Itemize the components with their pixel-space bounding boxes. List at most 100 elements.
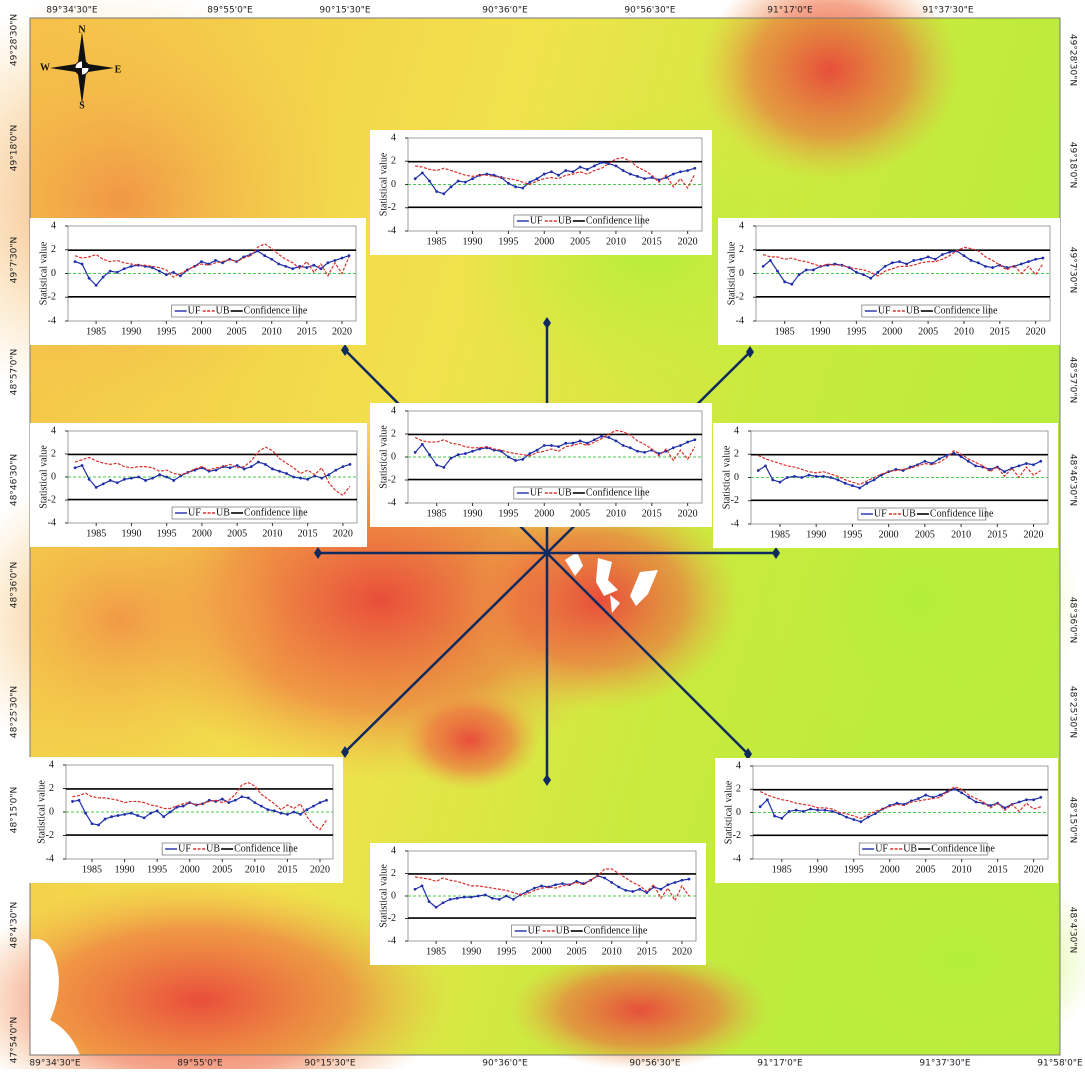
series-point [586, 442, 589, 445]
x-tick-label: 2015 [637, 946, 657, 957]
series-point [285, 472, 288, 475]
series-point [540, 884, 543, 887]
series-point [179, 274, 182, 277]
series-point [624, 889, 627, 892]
series-point [891, 261, 894, 264]
series-point [442, 192, 445, 195]
series-point [266, 808, 269, 811]
x-tick-label: 1995 [156, 326, 176, 337]
series-point [622, 169, 625, 172]
y-tick-label: -4 [46, 853, 54, 864]
series-point [136, 814, 139, 817]
series-point [824, 809, 827, 812]
series-point [963, 254, 966, 257]
series-point [273, 809, 276, 812]
series-point [927, 255, 930, 258]
x-tick-label: 2015 [297, 326, 317, 337]
series-point [470, 896, 473, 899]
series-point [533, 887, 536, 890]
series-point [414, 451, 417, 454]
series-point [169, 811, 172, 814]
x-tick-label: 2010 [606, 236, 626, 247]
legend-label: UB [902, 508, 916, 519]
series-point [759, 805, 762, 808]
series-point [284, 265, 287, 268]
series-point [109, 270, 112, 273]
series-point [898, 260, 901, 263]
chart-inset: -4-202419851990199520002005201020152020S… [370, 130, 712, 255]
series-point [1006, 266, 1009, 269]
series-point [200, 260, 203, 263]
series-point [991, 266, 994, 269]
x-tick-label: 2010 [606, 508, 626, 519]
y-tick-label: -4 [48, 315, 56, 326]
series-point [622, 444, 625, 447]
series-point [442, 901, 445, 904]
series-point [130, 477, 133, 480]
series-point [862, 273, 865, 276]
y-axis-label: Statistical value [36, 780, 47, 844]
series-point [263, 254, 266, 257]
series-point [884, 265, 887, 268]
series-point [681, 879, 684, 882]
x-tick-label: 2020 [1024, 864, 1044, 875]
series-point [526, 890, 529, 893]
series-point [1025, 798, 1028, 801]
lon-label: 91°37'30"E [919, 1059, 970, 1069]
x-tick-label: 1990 [811, 326, 831, 337]
x-tick-label: 1995 [147, 864, 167, 875]
series-point [688, 878, 691, 881]
series-point [151, 477, 154, 480]
series-point [543, 444, 546, 447]
lon-label: 91°37'30"E [922, 6, 973, 16]
x-tick-label: 1990 [121, 326, 141, 337]
compass-e: E [115, 64, 122, 75]
series-point [869, 277, 872, 280]
x-tick-label: 2005 [918, 326, 938, 337]
series-point [1032, 798, 1035, 801]
page: {"map": { "lon_top": ["89°34'30\"E", "89… [0, 0, 1085, 1074]
lat-label: 48°15'0"N [1068, 797, 1078, 843]
series-point [123, 813, 126, 816]
series-point [143, 816, 146, 819]
x-tick-label: 2015 [990, 326, 1010, 337]
lat-label: 49°28'30"N [1068, 34, 1078, 86]
series-point [144, 479, 147, 482]
x-tick-label: 2020 [1026, 326, 1046, 337]
series-point [600, 435, 603, 438]
series-point [137, 476, 140, 479]
series-point [449, 898, 452, 901]
series-point [477, 895, 480, 898]
series-point [762, 265, 765, 268]
chart-inset: -4-202419851990199520002005201020152020S… [715, 758, 1058, 883]
legend-label: UF [875, 843, 888, 854]
x-tick-label: 1995 [498, 508, 518, 519]
x-tick-label: 1990 [461, 946, 481, 957]
lon-label: 90°15'30"E [304, 1059, 355, 1069]
series-point [327, 261, 330, 264]
series-point [270, 258, 273, 261]
y-tick-label: -4 [731, 518, 739, 529]
series-point [805, 269, 808, 272]
lon-label: 90°36'0"E [482, 6, 528, 16]
series-point [325, 799, 328, 802]
series-point [773, 815, 776, 818]
series-point [327, 473, 330, 476]
x-tick-label: 2000 [534, 236, 554, 247]
series-point [450, 457, 453, 460]
x-tick-label: 1985 [427, 508, 447, 519]
series-point [471, 177, 474, 180]
x-tick-label: 2010 [952, 864, 972, 875]
series-point [615, 165, 618, 168]
series-point [974, 464, 977, 467]
series-point [815, 475, 818, 478]
y-tick-label: -4 [736, 315, 744, 326]
x-tick-label: 1995 [842, 529, 862, 540]
x-tick-label: 1990 [115, 864, 135, 875]
legend-label: UB [556, 925, 570, 936]
series-point [867, 816, 870, 819]
series-point [543, 173, 546, 176]
lat-label: 48°25'30"N [10, 686, 20, 738]
series-point [793, 475, 796, 478]
